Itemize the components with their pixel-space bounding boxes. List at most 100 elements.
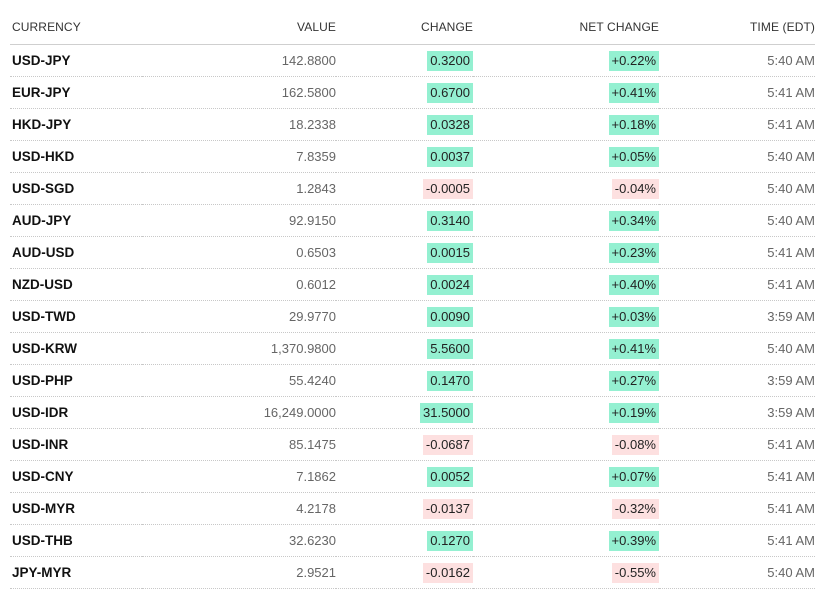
update-time: 3:59 AM xyxy=(659,300,815,333)
rate-value: 1,370.9800 xyxy=(142,332,336,365)
update-time: 5:41 AM xyxy=(659,492,815,525)
currency-pair[interactable]: USD-CNY xyxy=(10,460,142,493)
change-value: -0.0687 xyxy=(422,434,473,455)
net-change-value: -0.55% xyxy=(611,562,659,583)
table-row[interactable]: USD-KRW 1,370.9800 5.5600 +0.41% 5:40 AM xyxy=(10,332,815,365)
rate-value: 92.9150 xyxy=(142,204,336,237)
currency-pair[interactable]: USD-HKD xyxy=(10,140,142,173)
change-cell: 0.1270 xyxy=(336,524,473,557)
currency-pair[interactable]: AUD-USD xyxy=(10,236,142,269)
change-value: 0.1270 xyxy=(427,530,473,551)
change-cell: -0.0162 xyxy=(336,556,473,589)
column-header-currency: CURRENCY xyxy=(10,10,142,45)
table-row[interactable]: USD-PHP 55.4240 0.1470 +0.27% 3:59 AM xyxy=(10,364,815,397)
change-cell: 0.1470 xyxy=(336,364,473,397)
net-change-cell: -0.04% xyxy=(473,172,659,205)
change-cell: 0.0090 xyxy=(336,300,473,333)
currency-pair[interactable]: USD-IDR xyxy=(10,396,142,429)
table-row[interactable]: AUD-USD 0.6503 0.0015 +0.23% 5:41 AM xyxy=(10,236,815,269)
currency-pair[interactable]: USD-INR xyxy=(10,428,142,461)
currency-pair[interactable]: USD-PHP xyxy=(10,364,142,397)
change-cell: 5.5600 xyxy=(336,332,473,365)
table-row[interactable]: EUR-JPY 162.5800 0.6700 +0.41% 5:41 AM xyxy=(10,76,815,109)
rate-value: 1.2843 xyxy=(142,172,336,205)
net-change-value: +0.07% xyxy=(608,466,659,487)
table-row[interactable]: JPY-MYR 2.9521 -0.0162 -0.55% 5:40 AM xyxy=(10,556,815,589)
update-time: 5:40 AM xyxy=(659,140,815,173)
change-value: 0.0015 xyxy=(427,242,473,263)
currency-pair[interactable]: USD-JPY xyxy=(10,44,142,77)
table-header: CURRENCY VALUE CHANGE NET CHANGE TIME (E… xyxy=(10,10,815,45)
update-time: 5:40 AM xyxy=(659,44,815,77)
column-header-time: TIME (EDT) xyxy=(659,10,815,45)
change-value: 0.0052 xyxy=(427,466,473,487)
rate-value: 0.6503 xyxy=(142,236,336,269)
net-change-value: +0.22% xyxy=(608,50,659,71)
update-time: 3:59 AM xyxy=(659,396,815,429)
change-value: 0.0024 xyxy=(427,274,473,295)
change-value: 0.3140 xyxy=(427,210,473,231)
table-row[interactable]: AUD-JPY 92.9150 0.3140 +0.34% 5:40 AM xyxy=(10,204,815,237)
net-change-cell: +0.07% xyxy=(473,460,659,493)
table-row[interactable]: USD-JPY 142.8800 0.3200 +0.22% 5:40 AM xyxy=(10,44,815,77)
currency-pair[interactable]: USD-MYR xyxy=(10,492,142,525)
currency-pair[interactable]: AUD-JPY xyxy=(10,204,142,237)
currency-pair[interactable]: USD-KRW xyxy=(10,332,142,365)
rate-value: 18.2338 xyxy=(142,108,336,141)
net-change-cell: +0.05% xyxy=(473,140,659,173)
currency-pair[interactable]: EUR-JPY xyxy=(10,76,142,109)
currency-table: CURRENCY VALUE CHANGE NET CHANGE TIME (E… xyxy=(10,10,815,589)
update-time: 5:41 AM xyxy=(659,236,815,269)
net-change-cell: +0.41% xyxy=(473,332,659,365)
rate-value: 4.2178 xyxy=(142,492,336,525)
table-row[interactable]: HKD-JPY 18.2338 0.0328 +0.18% 5:41 AM xyxy=(10,108,815,141)
currency-pair[interactable]: USD-THB xyxy=(10,524,142,557)
table-row[interactable]: USD-IDR 16,249.0000 31.5000 +0.19% 3:59 AM xyxy=(10,396,815,429)
table-row[interactable]: NZD-USD 0.6012 0.0024 +0.40% 5:41 AM xyxy=(10,268,815,301)
net-change-value: +0.34% xyxy=(608,210,659,231)
net-change-cell: +0.41% xyxy=(473,76,659,109)
change-cell: 0.6700 xyxy=(336,76,473,109)
update-time: 5:40 AM xyxy=(659,204,815,237)
net-change-cell: +0.22% xyxy=(473,44,659,77)
change-cell: 0.0037 xyxy=(336,140,473,173)
net-change-cell: +0.40% xyxy=(473,268,659,301)
rate-value: 32.6230 xyxy=(142,524,336,557)
net-change-cell: +0.19% xyxy=(473,396,659,429)
rate-value: 2.9521 xyxy=(142,556,336,589)
net-change-value: +0.03% xyxy=(608,306,659,327)
rate-value: 85.1475 xyxy=(142,428,336,461)
currency-pair[interactable]: JPY-MYR xyxy=(10,556,142,589)
rate-value: 29.9770 xyxy=(142,300,336,333)
update-time: 5:41 AM xyxy=(659,108,815,141)
change-value: 0.6700 xyxy=(427,82,473,103)
net-change-cell: +0.18% xyxy=(473,108,659,141)
table-row[interactable]: USD-HKD 7.8359 0.0037 +0.05% 5:40 AM xyxy=(10,140,815,173)
change-value: 5.5600 xyxy=(427,338,473,359)
update-time: 5:41 AM xyxy=(659,268,815,301)
update-time: 5:41 AM xyxy=(659,428,815,461)
currency-pair[interactable]: USD-SGD xyxy=(10,172,142,205)
net-change-value: +0.39% xyxy=(608,530,659,551)
update-time: 5:41 AM xyxy=(659,460,815,493)
table-row[interactable]: USD-INR 85.1475 -0.0687 -0.08% 5:41 AM xyxy=(10,428,815,461)
currency-pair[interactable]: USD-TWD xyxy=(10,300,142,333)
table-row[interactable]: USD-SGD 1.2843 -0.0005 -0.04% 5:40 AM xyxy=(10,172,815,205)
net-change-value: -0.32% xyxy=(611,498,659,519)
currency-pair[interactable]: HKD-JPY xyxy=(10,108,142,141)
table-row[interactable]: USD-TWD 29.9770 0.0090 +0.03% 3:59 AM xyxy=(10,300,815,333)
rate-value: 16,249.0000 xyxy=(142,396,336,429)
currency-pair[interactable]: NZD-USD xyxy=(10,268,142,301)
change-value: 0.1470 xyxy=(427,370,473,391)
table-row[interactable]: USD-CNY 7.1862 0.0052 +0.07% 5:41 AM xyxy=(10,460,815,493)
net-change-value: +0.41% xyxy=(608,82,659,103)
table-row[interactable]: USD-MYR 4.2178 -0.0137 -0.32% 5:41 AM xyxy=(10,492,815,525)
update-time: 5:41 AM xyxy=(659,524,815,557)
net-change-value: +0.05% xyxy=(608,146,659,167)
table-row[interactable]: USD-THB 32.6230 0.1270 +0.39% 5:41 AM xyxy=(10,524,815,557)
column-header-net-change: NET CHANGE xyxy=(473,10,659,45)
header-row: CURRENCY VALUE CHANGE NET CHANGE TIME (E… xyxy=(10,10,815,45)
net-change-value: +0.27% xyxy=(608,370,659,391)
net-change-value: +0.40% xyxy=(608,274,659,295)
